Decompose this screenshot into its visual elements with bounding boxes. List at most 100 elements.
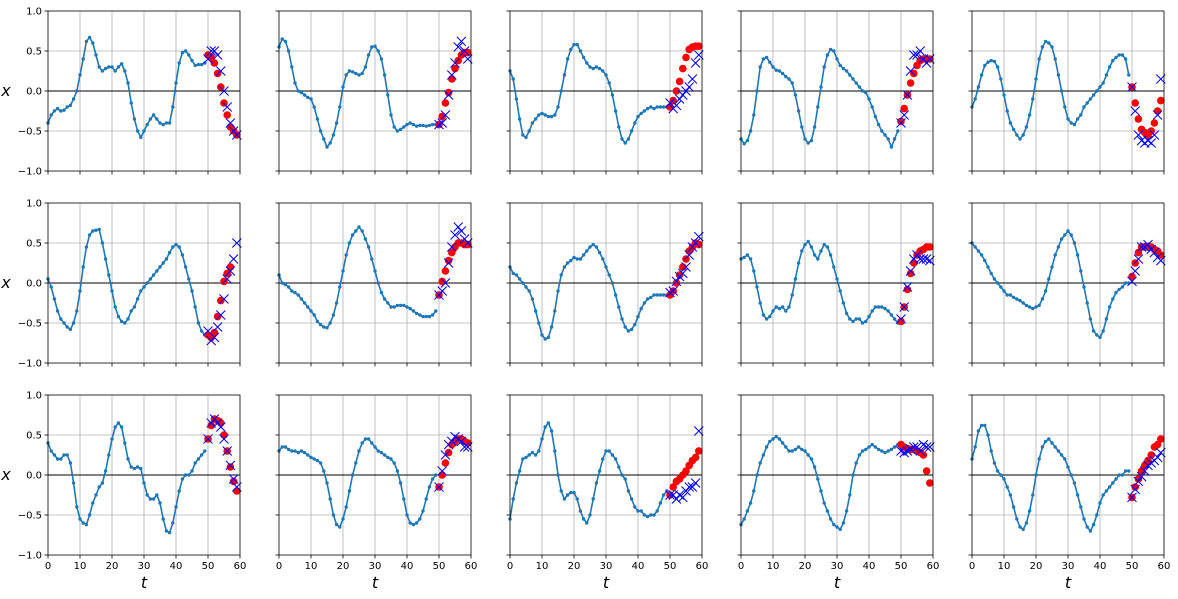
prediction-point (434, 119, 444, 130)
data-point (145, 122, 149, 127)
data-point (1056, 245, 1061, 249)
data-point (1040, 297, 1045, 301)
data-point (78, 289, 82, 293)
data-point (819, 489, 823, 493)
data-point (822, 65, 826, 69)
prediction-point (434, 482, 444, 492)
data-point (309, 97, 313, 101)
data-point (312, 457, 316, 461)
data-point (1047, 41, 1051, 45)
data-point (405, 513, 409, 517)
data-point (427, 485, 432, 489)
data-point (139, 135, 143, 140)
x-tick-label: 50 (202, 561, 215, 572)
prediction-point (215, 66, 226, 76)
data-point (296, 89, 300, 93)
data-point (100, 69, 105, 73)
series-line (740, 48, 899, 150)
prediction-point (209, 46, 220, 56)
data-point (421, 314, 425, 319)
data-point (1117, 287, 1121, 292)
data-point (973, 245, 977, 249)
data-point (366, 53, 371, 57)
prediction-point (450, 230, 460, 240)
data-point (806, 453, 810, 457)
prediction-point (921, 442, 932, 452)
data-point (860, 449, 865, 453)
data-point (803, 137, 807, 141)
data-point (408, 121, 412, 125)
data-point (199, 329, 204, 333)
data-point (809, 138, 814, 143)
data-point (1082, 285, 1086, 289)
data-point (328, 497, 332, 501)
data-point (864, 447, 868, 452)
data-point (800, 447, 804, 452)
truth-point (438, 277, 447, 286)
series-line (509, 421, 668, 525)
prediction-point (440, 110, 451, 120)
prediction-point (902, 90, 913, 100)
data-point (591, 66, 595, 71)
data-point (389, 305, 393, 309)
data-point (135, 297, 140, 301)
data-point (752, 269, 756, 273)
data-point (607, 81, 611, 85)
data-point (880, 305, 884, 309)
data-point (1047, 277, 1051, 281)
data-point (854, 461, 858, 465)
data-point (1072, 122, 1077, 127)
data-point (870, 442, 874, 447)
data-point (527, 453, 531, 457)
data-point (597, 469, 602, 473)
data-point (793, 93, 798, 97)
y-axis-label: x (0, 81, 11, 100)
data-point (569, 490, 573, 495)
prediction-point (225, 460, 236, 471)
data-point (1050, 441, 1054, 445)
truth-point (682, 467, 690, 475)
data-point (296, 293, 300, 297)
data-point (296, 450, 300, 455)
data-point (145, 281, 149, 285)
data-point (530, 121, 535, 125)
data-point (578, 257, 583, 261)
data-point (1079, 505, 1083, 509)
data-point (315, 117, 320, 121)
truth-point (217, 83, 225, 91)
data-point (742, 517, 746, 521)
data-point (331, 513, 336, 517)
prediction-point (668, 286, 679, 296)
data-point (113, 305, 117, 309)
data-point (607, 273, 611, 277)
data-point (649, 105, 653, 109)
data-point (1098, 501, 1102, 505)
x-tick-label: 60 (927, 561, 940, 572)
data-point (832, 522, 836, 527)
data-point (1018, 137, 1022, 141)
data-point (424, 124, 428, 128)
truth-point (675, 271, 684, 279)
data-point (572, 490, 576, 495)
x-tick-label: 40 (1094, 561, 1107, 572)
data-point (1021, 527, 1025, 532)
data-point (530, 297, 535, 301)
data-point (780, 305, 785, 309)
data-point (549, 114, 554, 119)
data-point (796, 261, 801, 265)
data-point (652, 106, 656, 111)
data-point (386, 301, 390, 305)
data-point (1043, 289, 1048, 293)
data-point (161, 517, 165, 521)
data-point (873, 445, 878, 449)
prediction-point (215, 422, 226, 432)
prediction-point (1133, 130, 1144, 140)
data-point (177, 489, 181, 493)
data-point (1120, 473, 1125, 477)
data-point (190, 289, 194, 293)
data-point (91, 41, 95, 45)
series-line (278, 225, 437, 329)
data-point (620, 137, 624, 141)
data-point (322, 325, 326, 329)
data-point (148, 497, 153, 501)
